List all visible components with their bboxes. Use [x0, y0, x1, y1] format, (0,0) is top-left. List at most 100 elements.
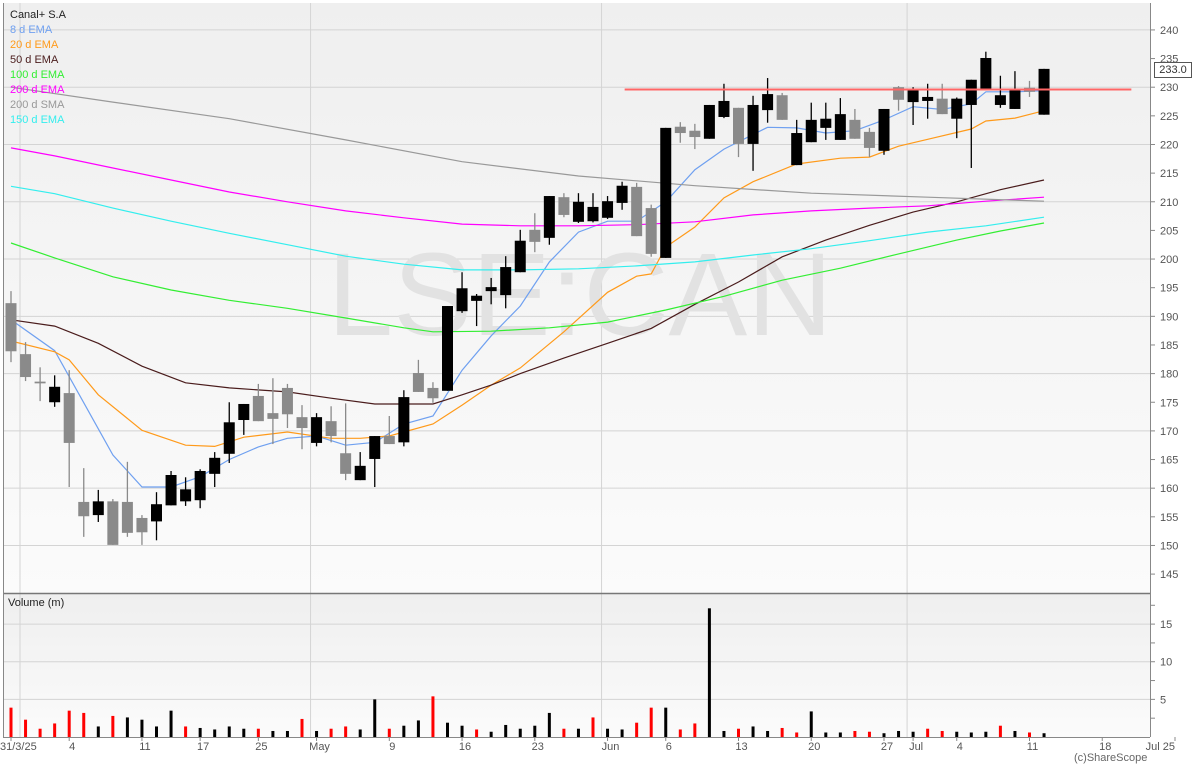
candle-body	[616, 185, 628, 203]
volume-bar	[853, 730, 857, 737]
candle	[180, 477, 192, 506]
volume-bar	[53, 723, 57, 737]
candle-body	[456, 288, 468, 312]
candle-body	[733, 107, 744, 144]
volume-bar	[620, 729, 624, 737]
price-tick-label: 160	[1160, 483, 1178, 495]
volume-bar	[955, 731, 959, 737]
candle	[674, 122, 686, 143]
candle	[427, 382, 439, 403]
volume-bar	[198, 727, 202, 737]
volume-bar	[38, 728, 42, 737]
price-tick-label: 150	[1160, 540, 1178, 552]
volume-panel	[3, 594, 1150, 737]
volume-bar	[475, 729, 479, 737]
candle-body	[325, 421, 337, 437]
candle	[849, 108, 861, 139]
candle	[980, 51, 992, 91]
candle-body	[209, 457, 221, 474]
candle-body	[543, 196, 555, 238]
candle	[456, 272, 468, 313]
volume-bar	[96, 726, 100, 737]
candle	[238, 403, 250, 435]
candle	[34, 367, 46, 402]
price-tick-label: 210	[1160, 197, 1178, 209]
candle-body	[834, 114, 846, 140]
candle-body	[238, 403, 250, 421]
candle-body	[78, 501, 90, 517]
candle-body	[602, 201, 614, 218]
volume-bar	[169, 710, 173, 737]
candle	[252, 383, 264, 422]
volume-bar	[635, 722, 639, 737]
candle-body	[572, 201, 584, 222]
candle-body	[747, 104, 759, 144]
candle-body	[252, 395, 264, 422]
date-tick-label: 4	[957, 741, 963, 753]
candle	[281, 383, 293, 429]
volume-bar	[678, 729, 682, 737]
volume-bar	[1042, 733, 1046, 737]
candle	[442, 306, 453, 391]
volume-bar	[707, 608, 711, 737]
candle	[703, 104, 715, 139]
volume-bar	[416, 720, 420, 737]
candle	[689, 123, 701, 150]
candle-body	[398, 397, 410, 443]
ma-line-200-d-ema	[10, 147, 1045, 227]
date-tick-label: 13	[735, 741, 747, 753]
volume-bar	[358, 729, 362, 737]
candle	[733, 107, 744, 158]
candle	[165, 470, 177, 506]
candle-body	[20, 354, 32, 378]
candle	[325, 406, 337, 443]
candle-body	[500, 267, 512, 296]
price-tick-label: 165	[1160, 455, 1178, 467]
volume-bar	[227, 726, 231, 737]
candle	[660, 127, 672, 258]
candle-body	[354, 465, 366, 481]
volume-title: Volume (m)	[8, 597, 65, 609]
date-tick-label: Jul 25	[1146, 741, 1175, 753]
volume-bar	[125, 717, 129, 737]
candle	[587, 193, 599, 223]
candle	[834, 98, 846, 140]
candle-body	[660, 127, 672, 258]
volume-bar	[1013, 730, 1017, 737]
instrument-title: Canal+ S.A	[10, 9, 66, 21]
candle	[820, 102, 832, 140]
volume-bar	[431, 696, 435, 737]
volume-bar	[344, 726, 348, 737]
candle	[907, 87, 919, 126]
volume-bar	[693, 723, 697, 737]
candle	[951, 97, 963, 139]
volume-bar	[155, 726, 158, 737]
candle-body	[165, 475, 177, 506]
candle	[78, 468, 90, 537]
volume-tick-label: 15	[1160, 619, 1172, 631]
legend: Canal+ S.A 8 d EMA 20 d EMA 50 d EMA 100…	[10, 8, 66, 128]
candle-body	[514, 240, 526, 273]
candle	[107, 499, 119, 545]
candle-body	[151, 504, 162, 522]
candle	[49, 375, 61, 407]
candle-body	[223, 422, 235, 454]
date-tick-label: 16	[459, 741, 471, 753]
volume-bar	[111, 715, 115, 737]
candle-body	[1009, 88, 1021, 109]
candle-body	[107, 501, 119, 545]
price-tick-label: 205	[1160, 225, 1178, 237]
candle-body	[689, 130, 701, 138]
candle-body	[340, 453, 352, 474]
volume-bar	[649, 707, 653, 737]
candle	[485, 277, 497, 305]
candle-body	[63, 393, 75, 443]
candle	[223, 402, 235, 463]
candle-body	[5, 303, 17, 352]
volume-bar	[256, 728, 260, 737]
date-tick-label: 31/3/25	[0, 741, 37, 753]
date-tick-label: Jun	[602, 741, 620, 753]
price-tick-label: 180	[1160, 369, 1178, 381]
candles	[5, 51, 1050, 545]
